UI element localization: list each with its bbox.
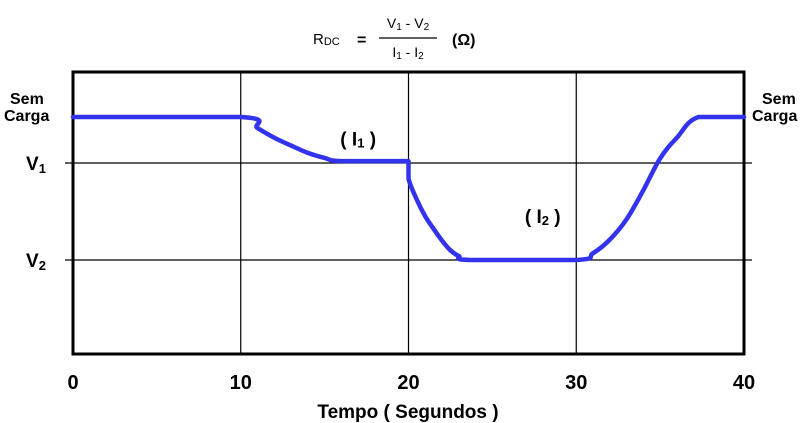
- x-tick-label-40: 40: [733, 372, 755, 394]
- x-tick-label-20: 20: [397, 372, 419, 394]
- series-line: [70, 114, 747, 263]
- x-tick-label-0: 0: [67, 372, 78, 394]
- y-label-sem-carga-left: Sem Carga: [4, 91, 49, 125]
- annotation-i2: ( I2 ): [525, 207, 561, 228]
- x-axis-label: Tempo ( Segundos ): [317, 402, 498, 423]
- y-label-sem-carga-right: Sem Carga: [752, 91, 797, 125]
- formula-denominator: I1 - I2: [392, 44, 424, 62]
- formula-unit: (Ω): [452, 32, 475, 49]
- x-tick-label-10: 10: [230, 372, 252, 394]
- formula-lhs: RDC: [313, 31, 340, 48]
- x-tick-label-30: 30: [565, 372, 587, 394]
- annotation-i1: ( I1 ): [340, 130, 376, 151]
- plot-area: [65, 70, 752, 356]
- annotations: ( I1 ) ( I2 ): [340, 130, 560, 229]
- x-axis-labels: 0 10 20 30 40 Tempo ( Segundos ): [67, 372, 755, 423]
- formula-equals: =: [357, 32, 366, 49]
- y-label-v1: V1: [26, 154, 46, 176]
- formula-rdc: RDC = V1 - V2 I1 - I2 (Ω): [313, 15, 475, 62]
- y-label-v2: V2: [26, 251, 46, 273]
- y-axis-labels: Sem Carga Sem Carga V1 V2: [4, 91, 797, 273]
- formula-numerator: V1 - V2: [387, 15, 430, 33]
